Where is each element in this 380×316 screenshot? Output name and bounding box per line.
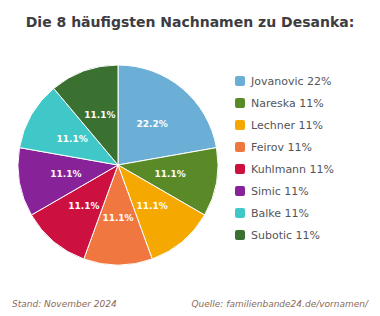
svg-text:Jovanovic 22%: Jovanovic 22% bbox=[250, 75, 332, 88]
svg-text:Die 8 häufigsten Nachnamen zu: Die 8 häufigsten Nachnamen zu Desanka: bbox=[26, 14, 355, 30]
svg-text:Kuhlmann 11%: Kuhlmann 11% bbox=[251, 163, 334, 176]
svg-text:Balke 11%: Balke 11% bbox=[251, 207, 309, 220]
svg-text:22.2%: 22.2% bbox=[136, 119, 167, 129]
svg-text:11.1%: 11.1% bbox=[155, 169, 186, 179]
svg-text:Nareska 11%: Nareska 11% bbox=[251, 97, 324, 110]
svg-text:Stand: November 2024: Stand: November 2024 bbox=[12, 299, 117, 309]
svg-text:11.1%: 11.1% bbox=[102, 213, 133, 223]
svg-text:Subotic 11%: Subotic 11% bbox=[251, 229, 320, 242]
svg-text:11.1%: 11.1% bbox=[136, 201, 167, 211]
svg-text:Simic 11%: Simic 11% bbox=[251, 185, 309, 198]
svg-text:Quelle: familienbande24.de/vor: Quelle: familienbande24.de/vornamen/ bbox=[191, 299, 368, 309]
svg-text:Lechner 11%: Lechner 11% bbox=[251, 119, 323, 132]
svg-text:11.1%: 11.1% bbox=[84, 110, 115, 120]
svg-text:11.1%: 11.1% bbox=[68, 201, 99, 211]
svg-text:11.1%: 11.1% bbox=[50, 169, 81, 179]
svg-text:11.1%: 11.1% bbox=[56, 134, 87, 144]
svg-text:Feirov 11%: Feirov 11% bbox=[251, 141, 312, 154]
